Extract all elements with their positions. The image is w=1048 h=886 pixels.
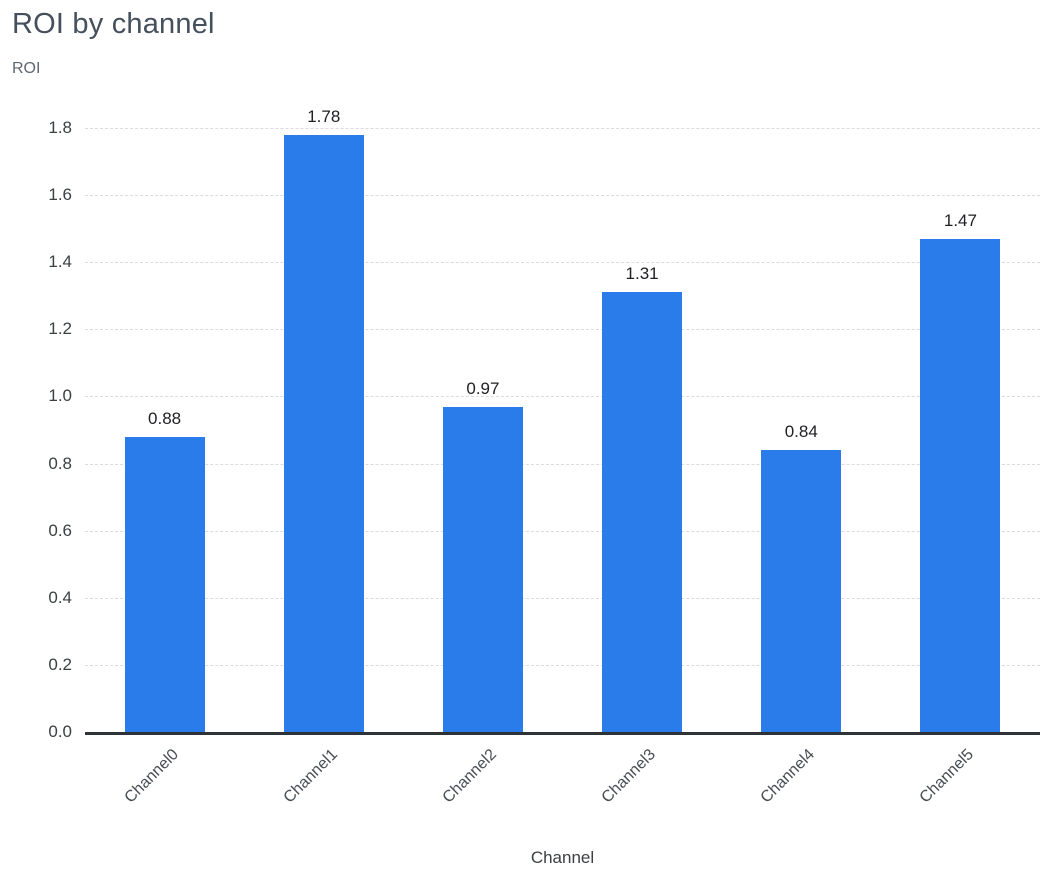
x-tick-label: Channel5 — [916, 746, 978, 807]
bar-value-label: 0.88 — [148, 408, 182, 428]
y-tick-label: 0.0 — [48, 722, 72, 741]
bar-channel3 — [602, 292, 683, 732]
y-tick-label: 0.2 — [48, 654, 72, 674]
bar-value-label: 1.78 — [307, 106, 341, 126]
bar-value-label: 0.84 — [784, 422, 818, 442]
bar-channel1 — [283, 134, 364, 732]
y-tick-label: 1.4 — [48, 252, 72, 272]
bar-channel4 — [761, 450, 842, 732]
gridline — [85, 463, 1040, 465]
bar-value-label: 0.97 — [466, 378, 500, 398]
y-tick-label: 0.6 — [48, 520, 72, 540]
bar-channel5 — [920, 238, 1001, 732]
bar-channel2 — [442, 406, 523, 732]
x-tick-label: Channel4 — [757, 746, 819, 807]
gridline — [85, 597, 1040, 599]
bar-value-label: 1.31 — [625, 264, 659, 284]
x-tick-label: Channel1 — [280, 746, 341, 807]
gridline — [85, 195, 1040, 197]
bar-value-label: 1.47 — [943, 210, 977, 230]
y-tick-label: 1.0 — [48, 386, 72, 406]
y-tick-label: 1.6 — [48, 185, 72, 205]
y-tick-label: 1.2 — [48, 319, 72, 339]
y-axis-label: ROI — [12, 60, 41, 77]
gridline — [85, 664, 1040, 666]
x-axis-line — [85, 732, 1040, 735]
bar-channel0 — [124, 436, 205, 732]
x-tick-label: Channel2 — [439, 746, 500, 807]
y-tick-label: 0.4 — [48, 587, 72, 607]
x-axis-label: Channel — [530, 848, 595, 867]
x-tick-label: Channel0 — [121, 746, 182, 807]
chart-title: ROI by channel — [12, 8, 215, 40]
y-tick-label: 0.8 — [48, 453, 72, 473]
gridline — [85, 329, 1040, 331]
gridline — [85, 396, 1040, 398]
gridline — [85, 530, 1040, 532]
x-tick-label: Channel3 — [598, 746, 660, 807]
y-tick-label: 1.8 — [48, 118, 72, 137]
plot-area: 0.0 0.2 0.4 0.6 0.8 1.0 1.2 1.4 1.6 1.8 0.88 Channe… — [0, 100, 1048, 806]
gridline — [85, 262, 1040, 264]
gridline — [85, 128, 1040, 129]
